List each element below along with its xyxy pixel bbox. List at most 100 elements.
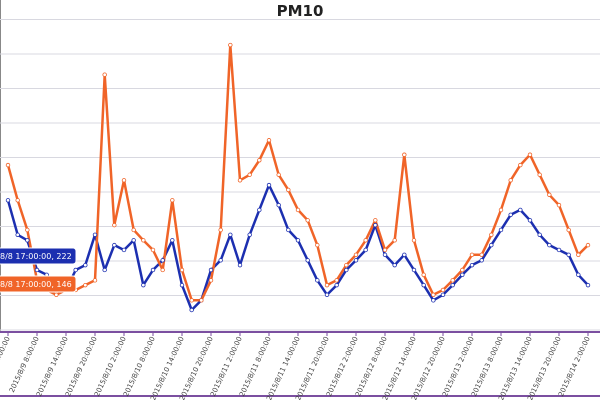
data-point [585,242,591,248]
data-point [170,238,175,243]
data-point [73,267,78,273]
data-point [576,272,581,277]
data-point [450,282,455,288]
data-point [141,282,146,288]
data-point [315,278,320,283]
x-tick-label: 2015/8/11 2:00:00 [209,335,244,397]
data-point [460,272,465,277]
data-point [83,262,88,268]
series-line [6,183,589,312]
x-tick-label: 2015/8/14 2:00:00 [557,335,592,397]
data-point [479,258,484,263]
x-tick-label: 2015/8/11 14:00:00 [265,335,302,400]
data-point [5,198,11,203]
data-point [237,262,243,268]
x-tick-label: 2015/8/12 2:00:00 [325,335,360,397]
data-point [508,178,513,183]
data-point [208,267,214,273]
data-point [479,252,484,257]
data-point [257,158,262,163]
data-point [121,178,127,183]
data-point [363,247,368,253]
data-point [131,238,136,243]
data-point [382,247,388,253]
data-point [392,238,397,243]
data-point [460,267,465,273]
data-point [247,172,252,177]
data-point [218,227,223,233]
data-point [373,218,378,223]
data-point [199,298,204,303]
data-point [411,238,417,243]
x-tick-label: 2015/8/12 14:00:00 [381,335,418,400]
data-point [141,238,146,243]
x-tick-label: 2015/8/10 2:00:00 [93,335,128,397]
data-point [353,252,359,257]
data-point [440,292,446,298]
data-point [179,267,185,273]
x-tick-label: 2015/8/11 20:00:00 [294,335,331,400]
data-point [266,138,272,143]
x-tick-label: 2015/8/10 8:00:00 [122,335,157,397]
data-point [576,252,581,257]
data-point [547,192,552,197]
data-point [112,242,117,248]
data-point [237,178,243,183]
data-point [431,292,436,298]
data-point [34,267,40,273]
data-point [286,227,291,233]
x-tick-label: 2015/8/12 20:00:00 [410,335,447,400]
data-point [431,298,436,303]
x-tick-label: 2015/8/9 8:00:00 [8,335,41,393]
chart-title: PM10 [277,2,324,20]
data-point [102,72,107,77]
data-point [15,198,20,203]
data-point [131,227,136,233]
data-point [286,187,291,193]
data-point [469,252,475,257]
data-point [266,182,272,188]
data-point [556,202,562,208]
data-point [373,222,378,228]
data-point [537,172,542,177]
x-tick-label: 2015/8/12 8:00:00 [354,335,389,397]
data-point [498,227,504,233]
data-point [208,278,214,283]
data-point [566,252,571,257]
data-point [150,247,156,253]
data-point [228,232,233,237]
data-point [402,152,407,157]
x-tick-label: 2015/8/13 2:00:00 [441,335,476,397]
data-point [189,307,194,313]
data-point [344,262,349,268]
x-tick-label: 2015/8/10 20:00:00 [178,335,215,400]
data-point [585,282,591,288]
data-point [556,247,562,253]
data-point [218,258,223,263]
data-point [150,267,156,273]
data-point [276,172,281,177]
data-point [440,287,446,293]
data-point [102,267,107,273]
data-point [189,298,194,303]
data-point [421,282,426,288]
x-tick-label: 2015/8/13 14:00:00 [497,335,534,400]
data-point [324,282,330,288]
data-point [518,162,523,168]
data-point [527,218,533,223]
data-point [83,282,88,288]
tooltip-text: 8/8 17:00:00, 222 [0,252,72,261]
data-point [363,238,368,243]
x-tick-label: 2015/8/13 20:00:00 [526,335,563,400]
data-point [54,292,59,298]
data-point [334,278,339,283]
data-point [121,247,127,253]
data-point [527,152,533,157]
data-point [537,232,542,237]
data-point [15,232,20,237]
data-point [179,282,185,288]
data-point [489,232,494,237]
data-point [508,212,513,217]
data-point [5,162,11,168]
